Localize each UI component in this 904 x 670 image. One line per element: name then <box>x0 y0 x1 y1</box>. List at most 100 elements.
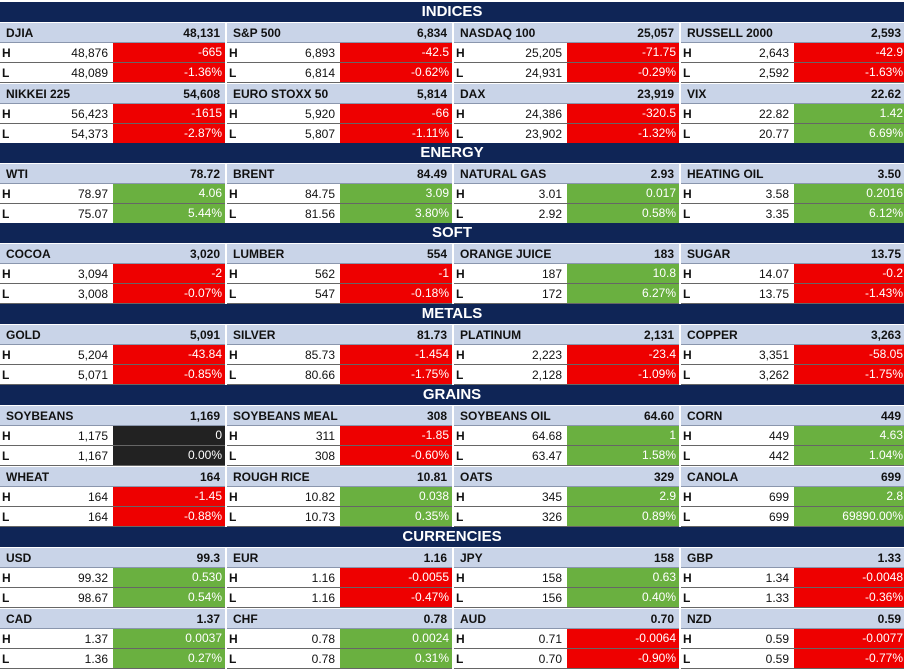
high-value: 345 <box>541 490 562 504</box>
quote-card-heating-oil[interactable]: HEATING OIL 3.50 H 3.58 0.2016 L 3.35 6.12% <box>681 164 904 225</box>
last-price: 3.50 <box>877 167 901 181</box>
high-row: H 0.78 0.0024 <box>227 629 452 649</box>
quote-card-wti[interactable]: WTI 78.72 H 78.97 4.06 L 75.07 5.44% <box>0 164 225 225</box>
high-value: 78.97 <box>77 187 108 201</box>
low-row: L 3.35 6.12% <box>681 204 904 224</box>
change-value: 0.038 <box>340 487 452 506</box>
low-value: 0.70 <box>538 652 562 666</box>
high-row: H 64.68 1 <box>454 426 679 446</box>
last-price: 449 <box>880 409 901 423</box>
high-label: H <box>229 632 238 646</box>
quote-card-euro-stoxx-50[interactable]: EURO STOXX 50 5,814 H 5,920 -66 L 5,807 -1.11% <box>227 84 452 145</box>
last-price: 158 <box>653 551 674 565</box>
quote-card-platinum[interactable]: PLATINUM 2,131 H 2,223 -23.4 L 2,128 -1.09% <box>454 325 679 386</box>
quote-title-bar: WHEAT 164 <box>0 467 225 487</box>
high-value: 3.01 <box>538 187 562 201</box>
instrument-name: DJIA <box>6 26 34 40</box>
low-value: 23,902 <box>525 127 562 141</box>
quote-card-aud[interactable]: AUD 0.70 H 0.71 -0.0064 L 0.70 -0.90% <box>454 609 679 670</box>
change-value: -1.454 <box>340 345 452 364</box>
change-value: 2.8 <box>794 487 904 506</box>
change-percent: 1.58% <box>567 446 679 465</box>
change-percent: -1.32% <box>567 124 679 143</box>
low-value: 442 <box>768 449 789 463</box>
quote-card-silver[interactable]: SILVER 81.73 H 85.73 -1.454 L 80.66 -1.75% <box>227 325 452 386</box>
quote-card-brent[interactable]: BRENT 84.49 H 84.75 3.09 L 81.56 3.80% <box>227 164 452 225</box>
quote-card-copper[interactable]: COPPER 3,263 H 3,351 -58.05 L 3,262 -1.75% <box>681 325 904 386</box>
quote-card-soybeans[interactable]: SOYBEANS 1,169 H 1,175 0 L 1,167 0.00% <box>0 406 225 467</box>
low-row: L 1.16 -0.47% <box>227 588 452 608</box>
quote-card-gold[interactable]: GOLD 5,091 H 5,204 -43.84 L 5,071 -0.85% <box>0 325 225 386</box>
quote-title-bar: USD 99.3 <box>0 548 225 568</box>
quote-title-bar: S&P 500 6,834 <box>227 23 452 43</box>
quote-card-rough-rice[interactable]: ROUGH RICE 10.81 H 10.82 0.038 L 10.73 0.35% <box>227 467 452 528</box>
high-value: 3,351 <box>758 348 789 362</box>
change-percent: -1.75% <box>340 365 452 384</box>
low-label: L <box>683 449 691 463</box>
quote-card-orange-juice[interactable]: ORANGE JUICE 183 H 187 10.8 L 172 6.27% <box>454 244 679 305</box>
quote-card-corn[interactable]: CORN 449 H 449 4.63 L 442 1.04% <box>681 406 904 467</box>
quote-title-bar: SOYBEANS 1,169 <box>0 406 225 426</box>
quote-card-vix[interactable]: VIX 22.62 H 22.82 1.42 L 20.77 6.69% <box>681 84 904 145</box>
quote-card-nasdaq-100[interactable]: NASDAQ 100 25,057 H 25,205 -71.75 L 24,931 -0.2… <box>454 23 679 84</box>
quote-card-gbp[interactable]: GBP 1.33 H 1.34 -0.0048 L 1.33 -0.36% <box>681 548 904 609</box>
high-row: H 0.59 -0.0077 <box>681 629 904 649</box>
high-row: H 24,386 -320.5 <box>454 104 679 124</box>
high-label: H <box>229 490 238 504</box>
change-percent: -0.62% <box>340 63 452 82</box>
high-row: H 311 -1.85 <box>227 426 452 446</box>
quote-card-natural-gas[interactable]: NATURAL GAS 2.93 H 3.01 0.017 L 2.92 0.58% <box>454 164 679 225</box>
high-label: H <box>229 571 238 585</box>
high-label: H <box>456 571 465 585</box>
low-label: L <box>2 449 10 463</box>
high-value: 99.32 <box>77 571 108 585</box>
low-row: L 54,373 -2.87% <box>0 124 225 144</box>
quote-card-oats[interactable]: OATS 329 H 345 2.9 L 326 0.89% <box>454 467 679 528</box>
high-row: H 56,423 -1615 <box>0 104 225 124</box>
high-value: 1,175 <box>77 429 108 443</box>
last-price: 10.81 <box>416 470 447 484</box>
low-value: 156 <box>541 591 562 605</box>
quote-card-nikkei-225[interactable]: NIKKEI 225 54,608 H 56,423 -1615 L 54,373 -2.87… <box>0 84 225 145</box>
quote-card-wheat[interactable]: WHEAT 164 H 164 -1.45 L 164 -0.88% <box>0 467 225 528</box>
high-value: 699 <box>768 490 789 504</box>
low-label: L <box>2 368 10 382</box>
quote-card-cocoa[interactable]: COCOA 3,020 H 3,094 -2 L 3,008 -0.07% <box>0 244 225 305</box>
instrument-name: CAD <box>6 612 32 626</box>
low-value: 1.36 <box>84 652 108 666</box>
low-row: L 20.77 6.69% <box>681 124 904 144</box>
quote-card-sandp-500[interactable]: S&P 500 6,834 H 6,893 -42.5 L 6,814 -0.62% <box>227 23 452 84</box>
quote-card-canola[interactable]: CANOLA 699 H 699 2.8 L 699 69890.00% <box>681 467 904 528</box>
high-row: H 5,920 -66 <box>227 104 452 124</box>
quote-card-russell-2000[interactable]: RUSSELL 2000 2,593 H 2,643 -42.9 L 2,592 -1.63% <box>681 23 904 84</box>
quote-card-dax[interactable]: DAX 23,919 H 24,386 -320.5 L 23,902 -1.32% <box>454 84 679 145</box>
high-value: 2,223 <box>531 348 562 362</box>
quote-card-djia[interactable]: DJIA 48,131 H 48,876 -665 L 48,089 -1.36% <box>0 23 225 84</box>
quote-card-jpy[interactable]: JPY 158 H 158 0.63 L 156 0.40% <box>454 548 679 609</box>
high-value: 85.73 <box>304 348 335 362</box>
quote-card-soybeans-oil[interactable]: SOYBEANS OIL 64.60 H 64.68 1 L 63.47 1.58% <box>454 406 679 467</box>
change-percent: 0.54% <box>113 588 225 607</box>
quote-card-sugar[interactable]: SUGAR 13.75 H 14.07 -0.2 L 13.75 -1.43% <box>681 244 904 305</box>
low-row: L 80.66 -1.75% <box>227 365 452 385</box>
low-row: L 5,071 -0.85% <box>0 365 225 385</box>
low-row: L 1,167 0.00% <box>0 446 225 466</box>
low-value: 1.16 <box>311 591 335 605</box>
change-percent: -1.09% <box>567 365 679 384</box>
quote-title-bar: DAX 23,919 <box>454 84 679 104</box>
instrument-name: ORANGE JUICE <box>460 247 552 261</box>
quote-card-lumber[interactable]: LUMBER 554 H 562 -1 L 547 -0.18% <box>227 244 452 305</box>
quote-card-eur[interactable]: EUR 1.16 H 1.16 -0.0055 L 1.16 -0.47% <box>227 548 452 609</box>
instrument-name: VIX <box>687 87 707 101</box>
low-value: 5,071 <box>77 368 108 382</box>
quote-card-soybeans-meal[interactable]: SOYBEANS MEAL 308 H 311 -1.85 L 308 -0.60% <box>227 406 452 467</box>
quote-card-usd[interactable]: USD 99.3 H 99.32 0.530 L 98.67 0.54% <box>0 548 225 609</box>
instrument-name: EURO STOXX 50 <box>233 87 329 101</box>
quote-card-nzd[interactable]: NZD 0.59 H 0.59 -0.0077 L 0.59 -0.77% <box>681 609 904 670</box>
quote-card-chf[interactable]: CHF 0.78 H 0.78 0.0024 L 0.78 0.31% <box>227 609 452 670</box>
quote-card-cad[interactable]: CAD 1.37 H 1.37 0.0037 L 1.36 0.27% <box>0 609 225 670</box>
high-row: H 562 -1 <box>227 264 452 284</box>
low-row: L 0.59 -0.77% <box>681 649 904 669</box>
last-price: 0.59 <box>877 612 901 626</box>
instrument-name: LUMBER <box>233 247 285 261</box>
